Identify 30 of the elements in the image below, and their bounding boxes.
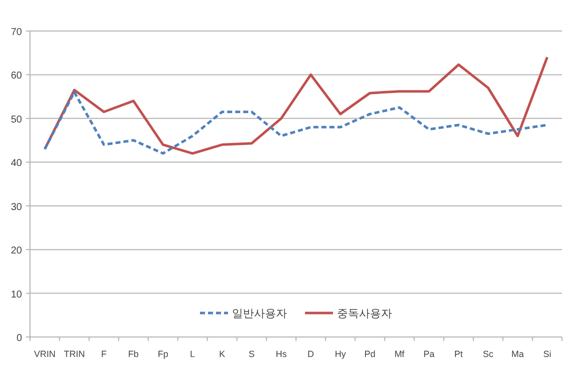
line-series (44, 56, 548, 155)
x-tick-label: VRIN (34, 349, 56, 359)
line-series (44, 90, 548, 155)
x-tick-label: Pt (454, 349, 464, 359)
x-tick-label: Fp (158, 349, 168, 359)
x-tick-label: L (190, 349, 196, 359)
x-tick-label: TRIN (64, 349, 85, 359)
y-tick-label: 40 (10, 158, 22, 170)
x-tick-label: Pd (364, 349, 376, 359)
y-tick-label: 30 (10, 202, 22, 213)
y-tick-label: 0 (16, 333, 22, 344)
x-tick-label: Mf (394, 349, 405, 359)
x-tick-label: Hy (334, 349, 346, 359)
x-tick-label: Fb (128, 349, 139, 359)
x-tick-label: Si (543, 349, 552, 359)
y-tick-label: 70 (10, 27, 22, 38)
y-tick-label: 60 (10, 70, 22, 82)
y-tick-label: 20 (10, 246, 22, 257)
x-tick-label: Hs (276, 349, 288, 359)
x-tick-label: S (248, 349, 255, 359)
x-tick-label: Sc (482, 349, 494, 359)
legend-label: 중독사용자 (337, 308, 392, 320)
y-tick-label: 50 (10, 114, 22, 126)
x-tick-label: Ma (511, 349, 524, 359)
x-tick-label: K (219, 349, 226, 359)
y-tick-label: 10 (10, 289, 22, 300)
x-tick-label: D (308, 349, 315, 359)
x-tick-label: Pa (423, 349, 435, 359)
legend-label: 일반사용자 (232, 308, 287, 320)
x-tick-label: F (101, 349, 108, 359)
